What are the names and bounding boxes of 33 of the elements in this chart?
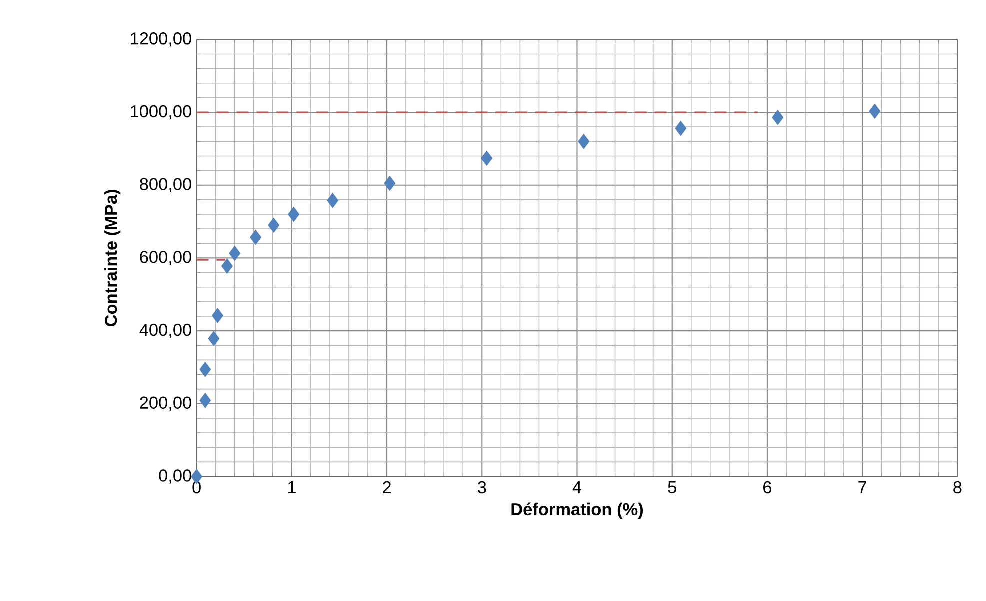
- point: [200, 362, 212, 378]
- x-tick-label: 2: [383, 482, 391, 494]
- point: [222, 258, 234, 274]
- x-axis-title: Déformation (%): [512, 502, 644, 520]
- point: [268, 218, 280, 234]
- point: [327, 193, 339, 208]
- y-tick-label: 400,00: [140, 324, 192, 338]
- y-axis-title: Contrainte (MPa): [104, 190, 121, 327]
- point: [212, 308, 224, 324]
- point: [481, 151, 493, 166]
- y-tick-label: 800,00: [140, 178, 192, 193]
- y-tick-label: 0,00: [159, 470, 192, 484]
- point: [578, 134, 590, 150]
- x-tick-label: 7: [858, 482, 866, 494]
- x-tick-label: 6: [764, 482, 772, 494]
- y-tick-label: 1200,00: [131, 32, 192, 47]
- x-tick-label: 4: [572, 482, 582, 494]
- point: [200, 393, 212, 408]
- point: [384, 176, 396, 192]
- point: [250, 230, 262, 246]
- x-tick-label: 1: [288, 482, 296, 494]
- point: [288, 207, 300, 222]
- x-tick-label: 8: [954, 482, 962, 494]
- y-tick-label: 1000,00: [131, 106, 192, 120]
- point: [675, 121, 687, 136]
- point: [208, 331, 220, 346]
- x-tick-label: 3: [478, 482, 486, 494]
- point: [772, 110, 784, 126]
- y-tick-label: 600,00: [140, 251, 192, 266]
- point: [229, 246, 241, 262]
- x-tick-label: 5: [668, 482, 676, 494]
- point: [869, 104, 881, 120]
- y-tick-label: 200,00: [140, 396, 192, 412]
